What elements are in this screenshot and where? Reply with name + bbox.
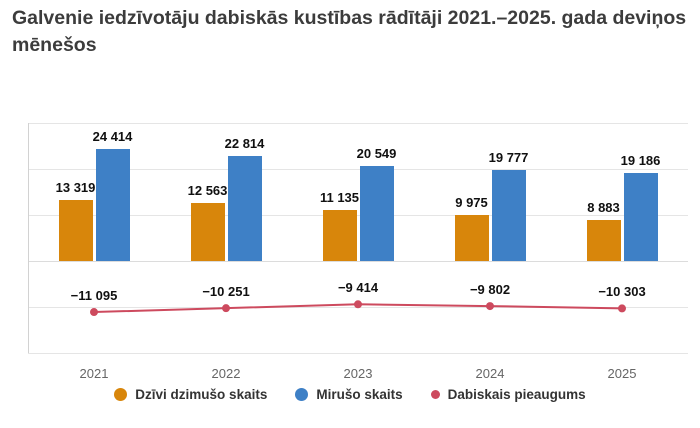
bar-value-label-births: 11 135 — [319, 189, 360, 205]
x-axis-label-2025: 2025 — [607, 366, 637, 381]
line-series-natural-increase — [90, 300, 626, 317]
line-point-natural-increase — [90, 308, 98, 317]
y-axis-line — [28, 123, 29, 353]
x-axis-label-2023: 2023 — [343, 366, 373, 381]
bar-value-label-births: 8 883 — [587, 200, 620, 216]
legend-label-births: Dzīvi dzimušo skaits — [135, 387, 268, 402]
gridline — [28, 215, 688, 216]
bar-value-label-deaths: 19 777 — [488, 150, 529, 166]
bar-births — [586, 220, 621, 261]
legend: Dzīvi dzimušo skaits Mirušo skaits Dabiska… — [0, 387, 700, 402]
bar-value-label-births: 13 319 — [55, 179, 96, 195]
line-value-label-natural-increase: −11 095 — [70, 288, 118, 304]
gridline — [28, 353, 688, 354]
bar-births — [58, 199, 93, 261]
line-point-natural-increase — [354, 300, 362, 309]
bar-births — [322, 209, 357, 261]
legend-label-deaths: Mirušo skaits — [316, 387, 403, 402]
x-axis-label-2021: 2021 — [79, 366, 109, 381]
bar-value-label-deaths: 24 414 — [92, 128, 133, 144]
line-value-label-natural-increase: −9 802 — [469, 282, 511, 298]
legend-marker-deaths — [295, 388, 309, 401]
line-value-label-natural-increase: −10 303 — [598, 284, 646, 300]
x-axis-label-2024: 2024 — [475, 366, 505, 381]
bar-deaths — [623, 172, 658, 261]
gridline — [28, 261, 688, 262]
gridline — [28, 169, 688, 170]
legend-item-natural-increase[interactable]: Dabiskais pieaugums — [430, 387, 586, 402]
bar-births — [454, 215, 489, 261]
line-value-label-natural-increase: −10 251 — [202, 284, 250, 300]
bar-value-label-deaths: 19 186 — [620, 152, 661, 168]
line-value-label-natural-increase: −9 414 — [337, 280, 379, 296]
bar-deaths — [359, 166, 394, 261]
legend-marker-births — [114, 388, 128, 401]
plot-area: 13 319 12 563 11 135 9 975 8 883 24 414 22 814… — [28, 98, 688, 381]
gridline — [28, 123, 688, 124]
legend-item-deaths[interactable]: Mirušo skaits — [295, 387, 403, 402]
line-point-natural-increase — [486, 302, 494, 311]
legend-item-births[interactable]: Dzīvi dzimušo skaits — [114, 387, 267, 402]
line-point-natural-increase — [222, 304, 230, 313]
bar-deaths — [491, 170, 526, 261]
x-axis-label-2022: 2022 — [211, 366, 241, 381]
legend-marker-natural-increase — [430, 390, 440, 399]
bar-value-label-births: 9 975 — [455, 195, 488, 211]
bar-deaths — [227, 156, 262, 261]
legend-label-natural-increase: Dabiskais pieaugums — [447, 387, 586, 402]
bar-births — [190, 203, 225, 261]
bar-deaths — [95, 148, 130, 261]
chart-title: Galvenie iedzīvotāju dabiskās kustības r… — [12, 7, 687, 57]
bar-value-label-deaths: 22 814 — [224, 136, 265, 152]
line-point-natural-increase — [618, 304, 626, 313]
bar-value-label-births: 12 563 — [187, 183, 228, 199]
bar-value-label-deaths: 20 549 — [356, 146, 397, 162]
